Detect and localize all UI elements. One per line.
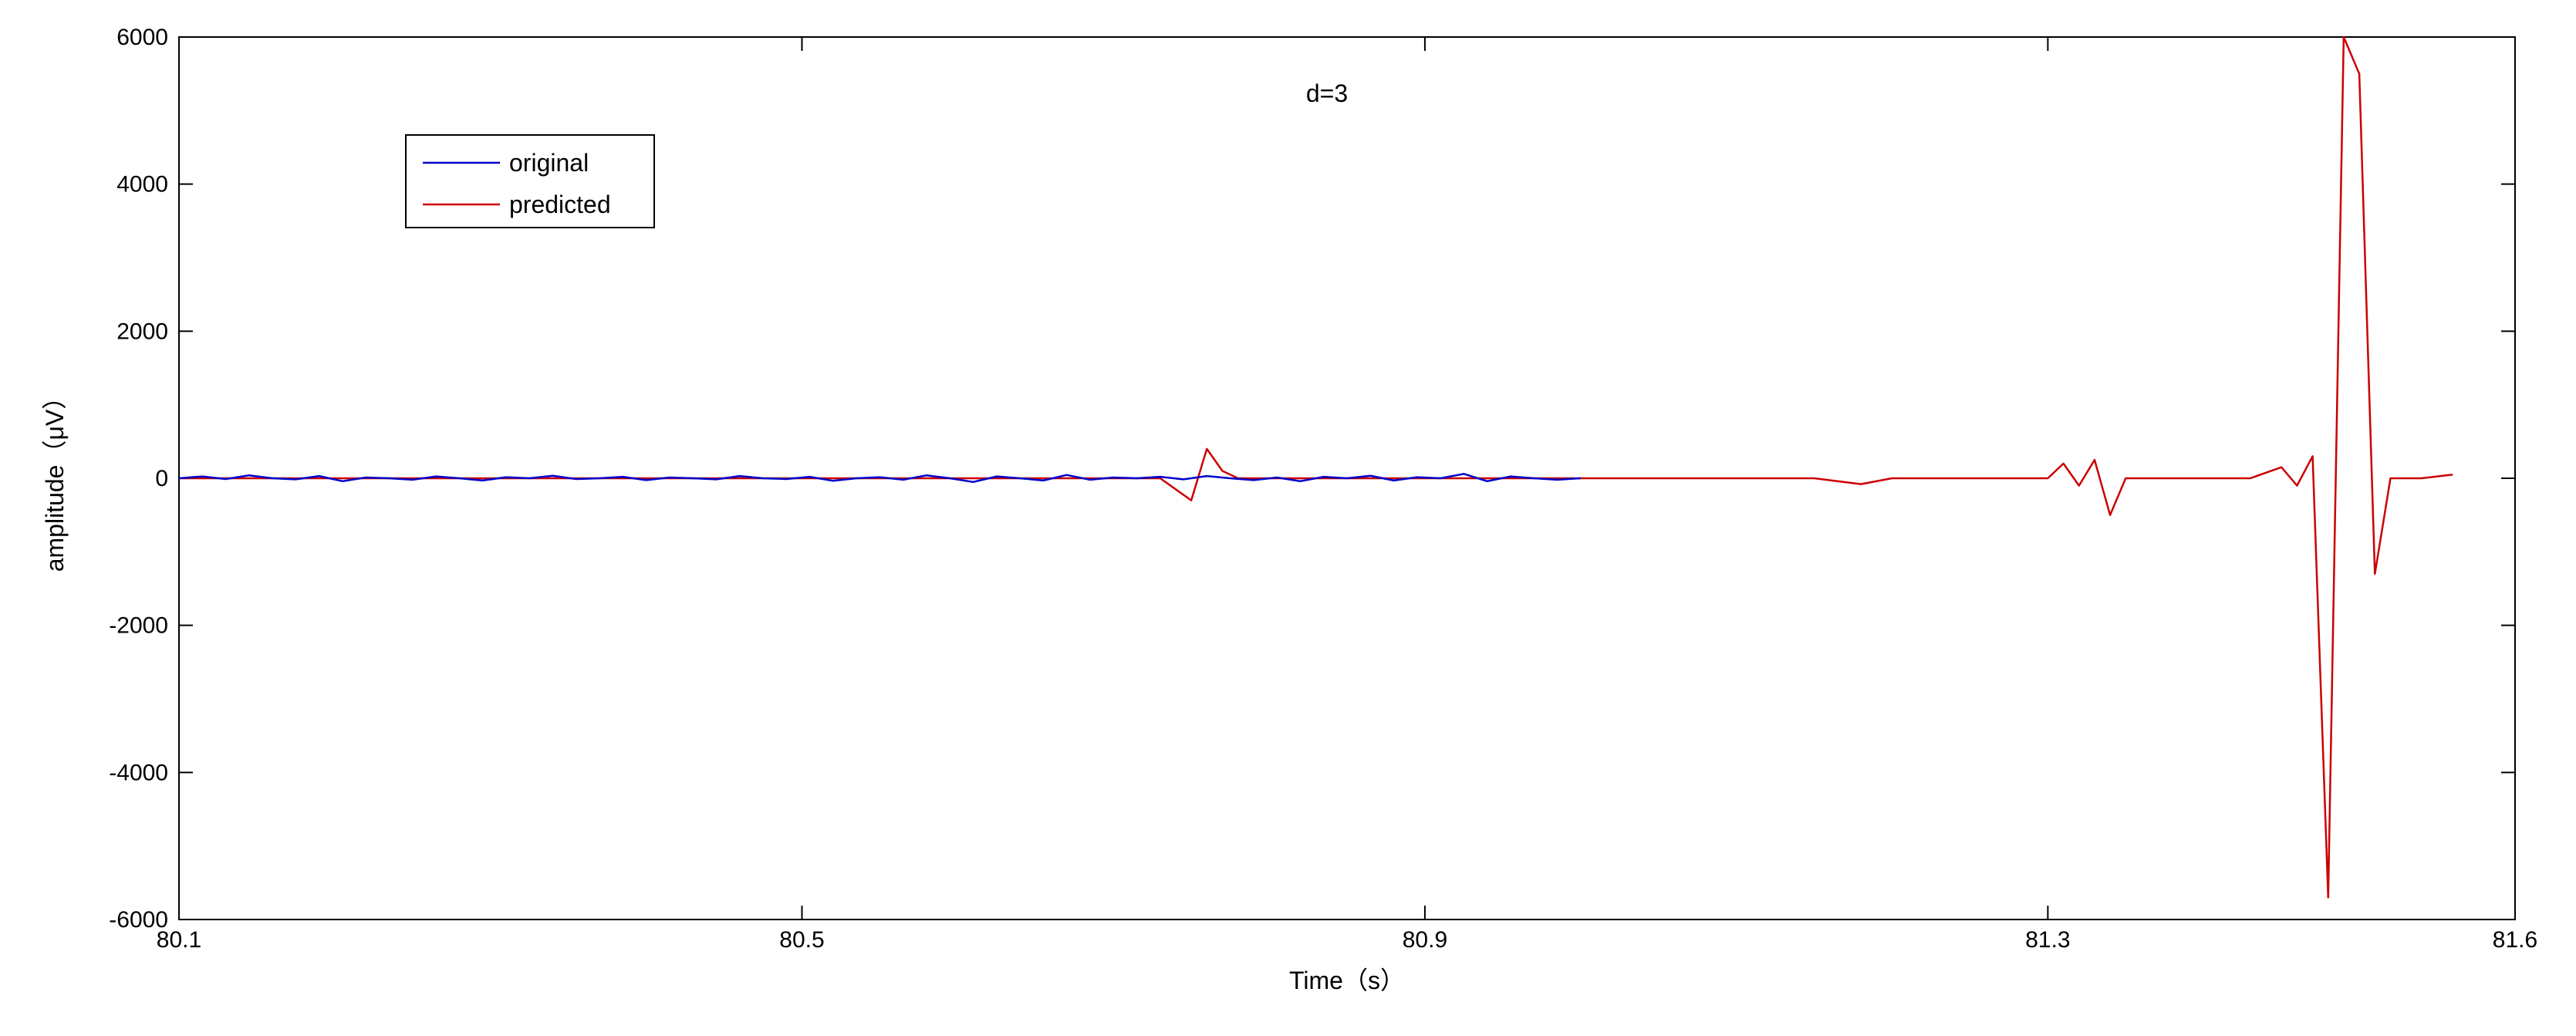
series-layer — [178, 35, 2453, 899]
x-tick-label: 80.1 — [157, 927, 201, 953]
y-tick-label: 0 — [155, 466, 168, 491]
x-axis-label: Time（s） — [1289, 967, 1405, 994]
x-tick-label: 81.3 — [2025, 927, 2070, 953]
legend-label-original: original — [509, 149, 589, 177]
y-tick-label: 4000 — [116, 172, 168, 197]
y-tick-label: -2000 — [109, 613, 168, 639]
chart-annotation: d=3 — [1306, 79, 1348, 107]
series-line-original — [178, 473, 1581, 484]
y-tick-label: -4000 — [109, 760, 168, 785]
legend: original predicted — [405, 134, 655, 228]
x-axis-ticks: 80.1 80.5 80.9 81.3 81.6 — [157, 37, 2537, 953]
y-tick-label: -6000 — [109, 907, 168, 933]
x-tick-label: 81.6 — [2493, 927, 2537, 953]
y-axis-ticks: -6000 -4000 -2000 0 2000 4000 6000 — [109, 25, 2515, 933]
x-tick-label: 80.9 — [1403, 927, 1447, 953]
legend-box — [405, 134, 655, 228]
y-tick-label: 2000 — [116, 319, 168, 344]
x-tick-label: 80.5 — [779, 927, 824, 953]
legend-label-predicted: predicted — [509, 191, 611, 218]
y-axis-label: amplitude（μV） — [41, 385, 69, 572]
y-tick-label: 6000 — [116, 25, 168, 50]
